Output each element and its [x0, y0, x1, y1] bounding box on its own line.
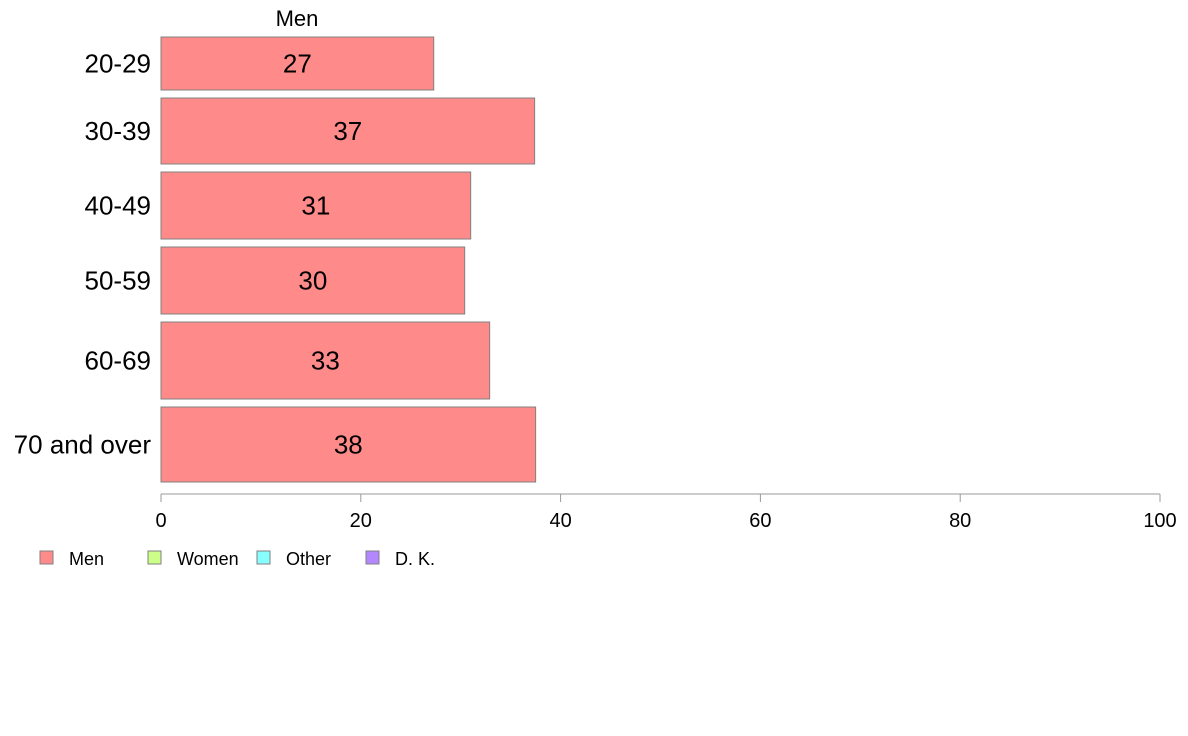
bar-value-label: 30	[298, 266, 327, 296]
bar-value-label: 37	[333, 116, 362, 146]
x-tick-label: 0	[155, 510, 166, 532]
category-label: 70 and over	[14, 430, 152, 460]
bar-value-label: 31	[301, 191, 330, 221]
category-label: 30-39	[85, 116, 152, 146]
legend-swatch	[256, 550, 271, 565]
category-label: 20-29	[85, 49, 152, 79]
x-tick-label: 40	[549, 510, 571, 532]
series-title: Men	[276, 6, 319, 31]
bars-group: 27 37 31 30 33 38	[160, 36, 537, 483]
bar-70-and-over	[160, 406, 537, 483]
legend-swatch	[39, 550, 54, 565]
bar-60-69	[160, 321, 491, 400]
category-label: 40-49	[85, 191, 152, 221]
x-axis: 0 20 40 60 80 100	[155, 493, 1177, 532]
legend-label: Men	[69, 549, 104, 569]
x-tick-label: 20	[350, 510, 372, 532]
bar-30-39	[160, 97, 536, 165]
bar-value-label: 38	[334, 430, 363, 460]
legend-label: Other	[286, 549, 331, 569]
bar-20-29	[160, 36, 435, 91]
legend-label: Women	[177, 549, 239, 569]
bar-value-label: 33	[311, 346, 340, 376]
legend: Men Women Other D. K.	[39, 549, 435, 569]
bar-40-49	[160, 171, 472, 240]
category-labels: 20-29 30-39 40-49 50-59 60-69 70 and over	[14, 49, 152, 460]
x-tick-label: 60	[749, 510, 771, 532]
x-tick-label: 100	[1143, 510, 1176, 532]
bar-50-59	[160, 246, 466, 315]
legend-swatch	[147, 550, 162, 565]
category-label: 60-69	[85, 346, 152, 376]
x-tick-label: 80	[949, 510, 971, 532]
bar-value-label: 27	[283, 49, 312, 79]
legend-swatch	[365, 550, 380, 565]
category-label: 50-59	[85, 266, 152, 296]
legend-label: D. K.	[395, 549, 435, 569]
